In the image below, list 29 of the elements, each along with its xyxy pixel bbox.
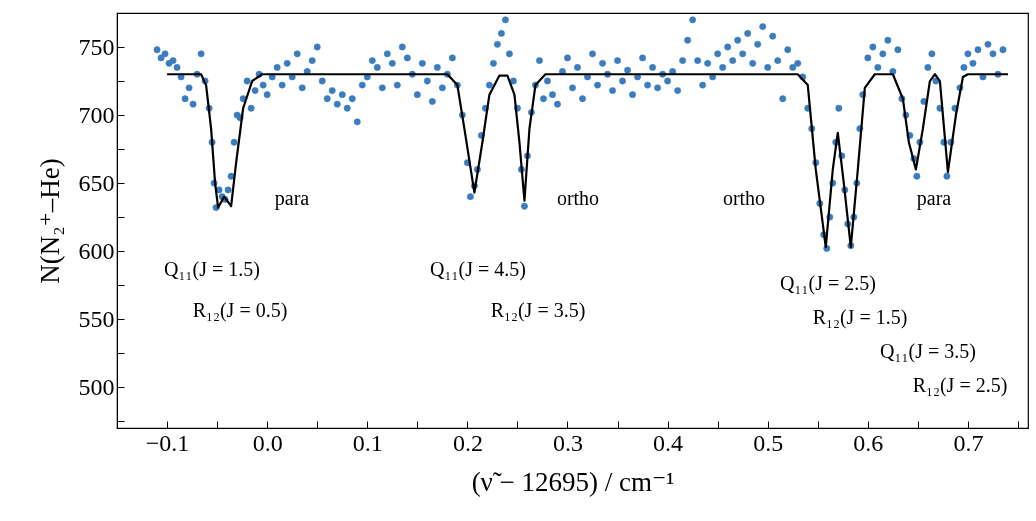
annotation: R₁₂(J = 1.5): [812, 306, 908, 329]
annotation: Q₁₁(J = 3.5): [880, 340, 976, 363]
annotation: Q₁₁(J = 1.5): [164, 258, 260, 281]
y-tick-label: 600: [78, 237, 115, 264]
annotation: R₁₂(J = 0.5): [192, 299, 288, 322]
annotation: para: [274, 187, 310, 210]
annotation: ortho: [556, 187, 600, 209]
x-tick-label: 0.5: [753, 429, 784, 456]
annotation: Q₁₁(J = 2.5): [780, 272, 876, 295]
x-tick-label: 0.1: [352, 429, 383, 456]
y-axis-title: N(N₂⁺–He): [34, 158, 65, 284]
y-tick-label: 500: [78, 373, 115, 400]
x-tick-label: 0.4: [653, 429, 684, 456]
y-tick-label: 750: [78, 33, 115, 60]
x-tick-label: 0.7: [953, 429, 984, 456]
x-tick-label: −0.1: [145, 429, 190, 456]
annotation: ortho: [722, 187, 766, 209]
x-tick-label: 0.0: [252, 429, 283, 456]
x-tick-label: 0.3: [552, 429, 583, 456]
x-tick-label: 0.6: [853, 429, 884, 456]
x-tick-label: 0.2: [452, 429, 483, 456]
x-axis-title: (ν̃ − 12695) / cm⁻¹: [471, 466, 675, 497]
y-tick-label: 550: [78, 305, 115, 332]
y-tick-label: 650: [78, 169, 115, 196]
annotation: R₁₂(J = 2.5): [912, 374, 1008, 397]
annotation: R₁₂(J = 3.5): [490, 299, 586, 322]
annotation: Q₁₁(J = 4.5): [430, 258, 526, 281]
y-tick-label: 700: [78, 101, 115, 128]
annotation: para: [916, 187, 952, 210]
